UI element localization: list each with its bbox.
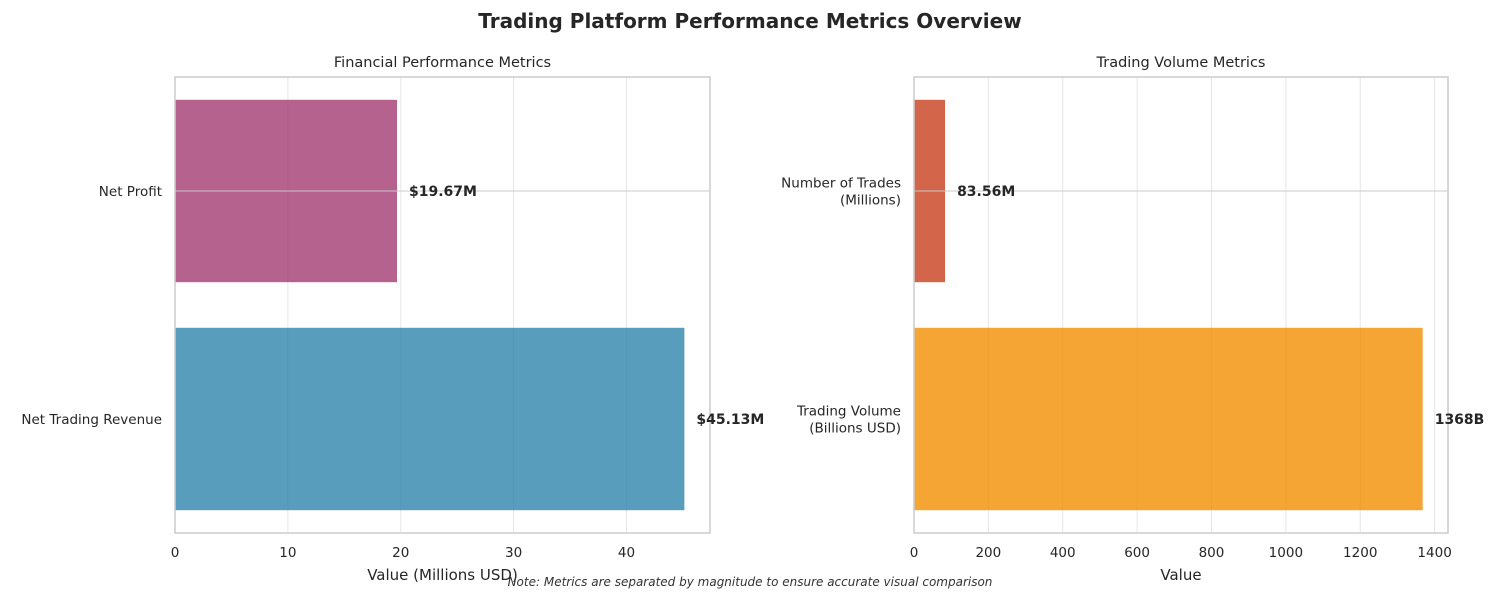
category-label: Net Profit [99,184,162,200]
data-label: $19.67M [409,184,477,200]
x-tick-label: 30 [505,545,522,561]
category-label: (Millions) [840,193,901,209]
category-label: Net Trading Revenue [21,412,162,428]
category-label: (Billions USD) [809,421,901,437]
bar [914,327,1423,511]
x-tick-label: 0 [171,545,180,561]
x-tick-label: 10 [279,545,296,561]
axes-frame [913,76,1449,534]
financial-performance-chart: $19.67M $45.13M Net Profit Net Trading Reve… [21,55,764,584]
x-tick-label: 20 [392,545,409,561]
panel-title: Financial Performance Metrics [334,55,551,71]
category-label: Trading Volume [796,404,901,420]
x-tick-label: 0 [910,545,919,561]
axes-frame [174,76,711,534]
x-tick-label: 800 [1199,545,1225,561]
bar [175,327,685,511]
figure-title: Trading Platform Performance Metrics Ove… [478,9,1021,33]
data-label: 83.56M [957,184,1015,200]
x-tick-label: 600 [1124,545,1150,561]
x-tick-label: 1200 [1343,545,1377,561]
x-axis-label: Value [1160,566,1201,584]
x-axis-label: Value (Millions USD) [367,566,518,584]
footnote: Note: Metrics are separated by magnitude… [507,575,993,589]
x-tick-label: 200 [975,545,1001,561]
data-label: $45.13M [696,412,764,428]
trading-volume-chart: 83.56M 1368B Number of Trades(Millions) Tra… [781,55,1484,584]
x-tick-label: 400 [1050,545,1076,561]
category-label: Number of Trades [781,176,901,192]
x-tick-label: 40 [618,545,635,561]
x-tick-label: 1000 [1269,545,1303,561]
x-tick-label: 1400 [1417,545,1451,561]
panel-title: Trading Volume Metrics [1096,55,1266,71]
data-label: 1368B [1435,412,1485,428]
